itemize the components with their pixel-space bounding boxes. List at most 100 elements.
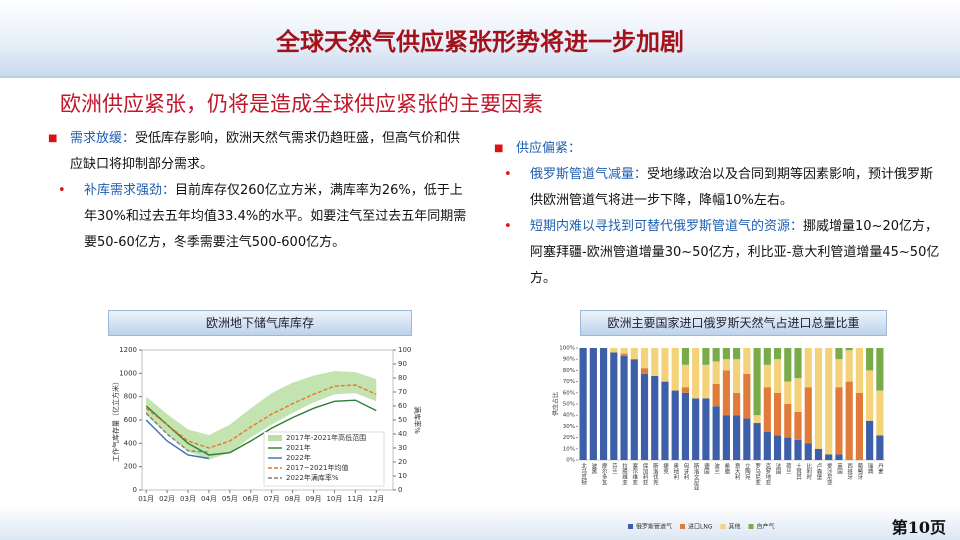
x-tick-label: 斯洛文尼亚	[693, 462, 700, 491]
x-tick-label: 瑞典	[867, 462, 874, 476]
bar-segment	[733, 348, 741, 360]
body-text: 目前库存仅260亿立方米，满库率为26%，低于上年30%和过去五年均值33.4%…	[84, 183, 467, 250]
y2-tick-label: 20	[398, 458, 407, 466]
bar-segment	[743, 373, 751, 419]
footer-band	[0, 506, 960, 540]
body-text: 受地缘政治以及合同到期等因素影响，预计俄罗斯供欧洲管道气将进一步下降，降幅10%…	[530, 167, 934, 208]
legend-label: 其他	[729, 523, 741, 531]
bar-segment	[712, 383, 720, 407]
bar-segment	[845, 381, 853, 460]
bar-segment	[794, 378, 802, 412]
bar-segment	[753, 348, 761, 416]
y-tick-label: 40%	[563, 413, 575, 419]
legend-label: 2022年	[286, 453, 311, 462]
bar-segment	[804, 387, 812, 444]
bar-segment	[743, 418, 751, 460]
x-tick-label: 01月	[138, 495, 154, 503]
x-tick-label: 葡萄牙	[856, 462, 863, 481]
bullet-item: ■ 需求放缓：受低库存影响，欧洲天然气需求仍趋旺盛，但高气价和供应缺口将抑制部分需…	[48, 126, 473, 178]
y-tick-label: 400	[124, 439, 137, 447]
x-tick-label: 塞尔维亚	[631, 462, 638, 486]
legend-box	[263, 431, 385, 487]
bar-segment	[866, 370, 874, 421]
legend-swatch	[268, 435, 282, 441]
bar-segment	[845, 350, 853, 382]
x-tick-label: 芬兰	[611, 462, 618, 475]
bar-segment	[681, 387, 690, 393]
body-text: 受低库存影响，欧洲天然气需求仍趋旺盛，但高气价和供应缺口将抑制部分需求。	[70, 131, 461, 172]
x-tick-label: 09月	[306, 495, 322, 503]
bar-segment	[681, 364, 690, 388]
bar-segment	[589, 348, 597, 460]
x-tick-label: 奥地利	[672, 462, 679, 480]
series-line	[145, 412, 209, 453]
lead-text: 短期内难以寻找到可替代俄罗斯管道气的资源：	[530, 219, 804, 234]
chart-title: 欧洲地下储气库库存	[108, 310, 412, 336]
bar-segment	[722, 359, 730, 371]
y-tick-label: 30%	[563, 424, 575, 430]
x-tick-label: 06月	[243, 495, 259, 503]
y-tick-label: 600	[124, 416, 137, 424]
legend-swatch	[628, 524, 633, 529]
bar-segment	[804, 348, 812, 388]
body-text: 挪威增量10~20亿方，阿塞拜疆-欧洲管道增量30~50亿方，利比亚-意大利管道…	[530, 219, 940, 286]
bar-segment	[722, 415, 730, 460]
bar-segment	[702, 348, 710, 365]
series-line	[145, 399, 377, 456]
x-tick-label: 克罗地亚	[764, 463, 771, 486]
bar-segment	[804, 443, 812, 460]
y2-tick-label: 10	[398, 472, 407, 480]
x-tick-label: 土耳其	[795, 462, 802, 481]
bar-segment	[661, 348, 669, 382]
y-tick-label: 90%	[563, 357, 575, 363]
x-tick-label: 07月	[264, 495, 280, 503]
legend-label: 2017~2021年均值	[286, 463, 349, 472]
square-bullet: ■	[494, 143, 504, 154]
x-tick-label: 丹麦	[877, 463, 884, 476]
bar-segment	[794, 439, 802, 460]
legend-swatch	[680, 524, 686, 529]
legend-swatch	[720, 524, 726, 529]
bar-segment	[753, 423, 761, 460]
bar-segment	[825, 348, 833, 455]
y-tick-label: 0	[133, 486, 137, 494]
x-tick-label: 比利时	[805, 462, 812, 480]
x-tick-label: 罗马尼亚	[754, 463, 761, 486]
y2-tick-label: 100	[398, 346, 411, 354]
slide-title: 全球天然气供应紧张形势将进一步加剧	[276, 28, 684, 56]
y2-tick-label: 80	[398, 374, 407, 382]
page-number: 第10页	[891, 518, 946, 537]
x-tick-label: 08月	[285, 495, 301, 503]
bar-segment	[733, 392, 741, 416]
bullet-item: • 补库需求强劲：目前库存仅260亿立方米，满库率为26%，低于上年30%和过去五…	[48, 178, 473, 256]
x-tick-label: 法国	[775, 462, 782, 476]
y-axis-title: 工作气库存量（亿立方米）	[111, 378, 120, 462]
y-tick-label: 100%	[559, 346, 575, 352]
bar-segment	[712, 406, 720, 460]
bar-segment	[681, 392, 690, 460]
y2-axis-title: 满库率%	[413, 406, 422, 434]
bar-segment	[671, 348, 679, 391]
header-band	[0, 0, 960, 78]
y2-tick-label: 0	[398, 486, 402, 494]
bar-segment	[763, 387, 771, 432]
bar-segment	[876, 390, 884, 436]
bullet-item: ■ 供应偏紧：	[494, 136, 944, 162]
legend-label: 自产气	[757, 523, 775, 531]
bar-segment	[866, 348, 874, 371]
y-tick-label: 200	[124, 463, 137, 471]
bar-segment	[835, 348, 843, 360]
subtitle: 欧洲供应紧张，仍将是造成全球供应紧张的主要因素	[60, 92, 543, 116]
bar-segment	[702, 398, 710, 460]
x-tick-label: 英国	[836, 462, 843, 476]
bar-segment	[794, 411, 802, 440]
x-tick-label: 卢森堡	[815, 462, 822, 480]
bar-segment	[630, 348, 638, 360]
x-tick-label: 04月	[201, 495, 217, 503]
bar-segment	[651, 376, 659, 460]
bar-segment	[630, 359, 638, 460]
x-tick-label: 05月	[222, 495, 238, 503]
legend-label: 2017年-2021年高低范围	[286, 433, 366, 442]
y-tick-label: 1000	[119, 369, 137, 377]
x-tick-label: 捷克	[662, 462, 669, 476]
